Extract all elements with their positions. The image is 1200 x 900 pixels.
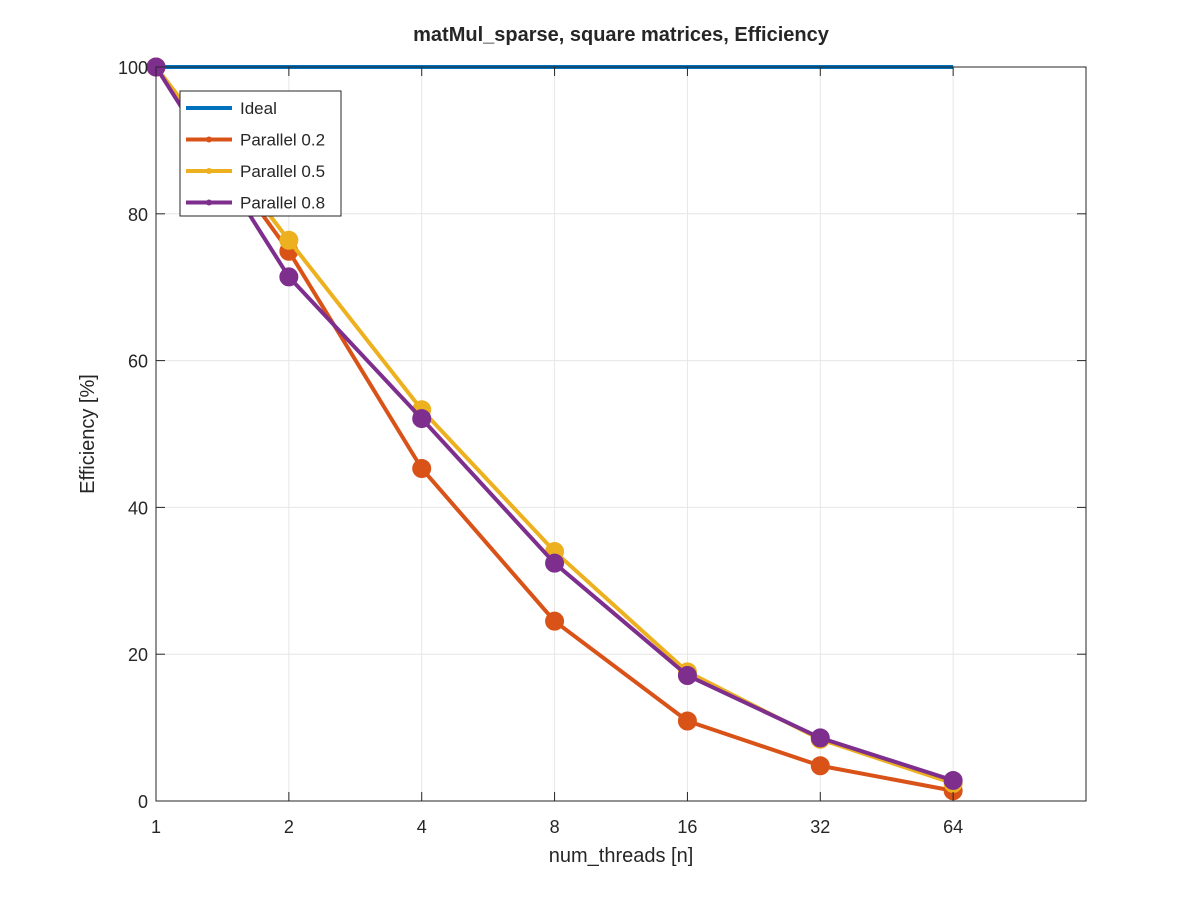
data-point-parallel-0-8 bbox=[943, 770, 963, 790]
data-point-parallel-0-8 bbox=[677, 665, 697, 685]
data-point-parallel-0-2 bbox=[545, 611, 565, 631]
legend-marker-parallel-0-2 bbox=[206, 136, 212, 143]
y-tick-label: 40 bbox=[128, 498, 148, 518]
x-axis-label: num_threads [n] bbox=[549, 845, 694, 867]
y-tick-label: 60 bbox=[128, 352, 148, 372]
legend-label-parallel-0-5: Parallel 0.5 bbox=[240, 162, 325, 181]
chart-title: matMul_sparse, square matrices, Efficien… bbox=[413, 24, 830, 46]
x-tick-label: 2 bbox=[284, 817, 294, 837]
x-tick-label: 8 bbox=[550, 817, 560, 837]
data-point-parallel-0-5 bbox=[279, 230, 299, 250]
data-point-parallel-0-2 bbox=[810, 756, 830, 776]
plot-frame bbox=[155, 66, 1087, 802]
y-axis-label: Efficiency [%] bbox=[77, 374, 99, 494]
data-point-parallel-0-8 bbox=[412, 409, 432, 429]
legend: Ideal Parallel 0.2 Parallel 0.5 Parallel 0.… bbox=[179, 90, 342, 217]
data-point-parallel-0-8 bbox=[545, 553, 565, 573]
x-tick-label: 1 bbox=[151, 817, 161, 837]
legend-label-parallel-0-2: Parallel 0.2 bbox=[240, 131, 325, 150]
legend-marker-parallel-0-8 bbox=[206, 199, 212, 206]
x-tick-label: 64 bbox=[943, 817, 963, 837]
data-point-parallel-0-2 bbox=[412, 458, 432, 478]
y-tick-label: 20 bbox=[128, 645, 148, 665]
legend-box bbox=[179, 90, 342, 217]
y-tick-label: 80 bbox=[128, 205, 148, 225]
y-tick-label: 100 bbox=[118, 58, 148, 78]
data-point-parallel-0-8 bbox=[279, 267, 299, 287]
data-series bbox=[146, 57, 963, 801]
x-tick-label: 32 bbox=[810, 817, 830, 837]
axis-ticks: 1 2 4 8 16 32 64 0 20 40 60 80 100 bbox=[118, 58, 1086, 837]
legend-label-parallel-0-8: Parallel 0.8 bbox=[240, 194, 325, 213]
x-tick-label: 4 bbox=[417, 817, 427, 837]
y-tick-label: 0 bbox=[138, 792, 148, 812]
data-point-parallel-0-8 bbox=[810, 728, 830, 748]
legend-marker-parallel-0-5 bbox=[206, 168, 212, 174]
x-tick-label: 16 bbox=[677, 817, 697, 837]
legend-label-ideal: Ideal bbox=[240, 99, 277, 118]
series-parallel-0-8 bbox=[146, 57, 963, 790]
data-point-parallel-0-2 bbox=[677, 711, 697, 731]
